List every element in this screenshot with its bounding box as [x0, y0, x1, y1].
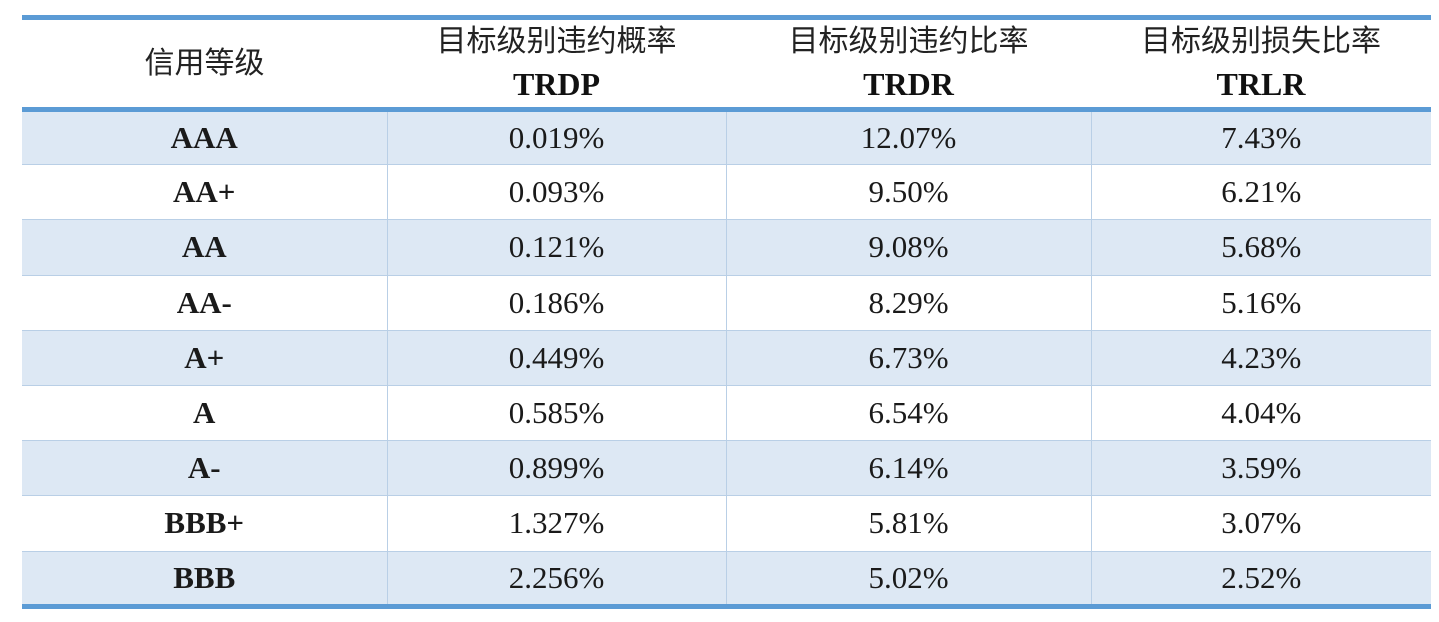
cell-trlr: 4.04%: [1090, 385, 1431, 442]
cell-trlr: 5.68%: [1090, 219, 1431, 276]
cell-trlr: 6.21%: [1090, 164, 1431, 221]
header-trlr: 目标级别损失比率 TRLR: [1091, 15, 1431, 112]
cell-grade: A-: [22, 440, 387, 497]
header-trdr-cn: 目标级别违约比率: [788, 23, 1029, 59]
cell-trdr: 6.73%: [725, 330, 1091, 386]
cell-grade: AA+: [22, 164, 387, 221]
table-body: AAA 0.019% 12.07% 7.43% AA+ 0.093% 9.50%…: [22, 109, 1431, 609]
header-trdr: 目标级别违约比率 TRDR: [726, 15, 1091, 112]
cell-trlr: 3.59%: [1090, 440, 1431, 497]
cell-trlr: 7.43%: [1090, 109, 1431, 166]
rating-table-container: 信用等级 目标级别违约概率 TRDP 目标级别违约比率 TRDR 目标级别损失比…: [22, 15, 1431, 609]
header-credit-grade: 信用等级: [22, 15, 387, 112]
header-trlr-en: TRLR: [1216, 66, 1306, 103]
cell-trdr: 12.07%: [725, 109, 1091, 166]
cell-grade: BBB: [22, 551, 387, 609]
table-row: BBB+ 1.327% 5.81% 3.07%: [22, 495, 1431, 552]
cell-grade: A: [22, 385, 387, 442]
table-row: AA 0.121% 9.08% 5.68%: [22, 219, 1431, 276]
header-trdr-en: TRDR: [863, 66, 954, 103]
cell-trdp: 1.327%: [386, 495, 726, 552]
cell-trlr: 3.07%: [1090, 495, 1431, 552]
cell-grade: A+: [22, 330, 387, 386]
cell-trdp: 0.093%: [386, 164, 726, 221]
cell-trdp: 0.585%: [386, 385, 726, 442]
cell-trdr: 6.14%: [725, 440, 1091, 497]
table-row: A- 0.899% 6.14% 3.59%: [22, 440, 1431, 497]
cell-trlr: 2.52%: [1090, 551, 1431, 609]
header-trdp: 目标级别违约概率 TRDP: [387, 15, 726, 112]
table-row: AA+ 0.093% 9.50% 6.21%: [22, 164, 1431, 221]
table-row: BBB 2.256% 5.02% 2.52%: [22, 551, 1431, 609]
cell-trdr: 8.29%: [725, 275, 1091, 331]
cell-trdr: 5.02%: [725, 551, 1091, 609]
cell-trdr: 6.54%: [725, 385, 1091, 442]
table-row: AAA 0.019% 12.07% 7.43%: [22, 109, 1431, 166]
cell-trdp: 2.256%: [386, 551, 726, 609]
cell-trdr: 9.08%: [725, 219, 1091, 276]
cell-trdp: 0.019%: [386, 109, 726, 166]
cell-grade: BBB+: [22, 495, 387, 552]
table-row: A 0.585% 6.54% 4.04%: [22, 385, 1431, 442]
table-row: AA- 0.186% 8.29% 5.16%: [22, 275, 1431, 331]
cell-trlr: 5.16%: [1090, 275, 1431, 331]
cell-trdp: 0.121%: [386, 219, 726, 276]
header-trdp-cn: 目标级别违约概率: [436, 23, 677, 59]
cell-trdp: 0.449%: [386, 330, 726, 386]
header-credit-grade-label: 信用等级: [144, 45, 265, 81]
cell-grade: AA: [22, 219, 387, 276]
header-row: 信用等级 目标级别违约概率 TRDP 目标级别违约比率 TRDR 目标级别损失比…: [22, 15, 1431, 112]
cell-trdr: 5.81%: [725, 495, 1091, 552]
header-trdp-en: TRDP: [512, 66, 601, 103]
credit-rating-table: 信用等级 目标级别违约概率 TRDP 目标级别违约比率 TRDR 目标级别损失比…: [22, 15, 1431, 609]
cell-grade: AAA: [22, 109, 387, 166]
cell-trdp: 0.186%: [386, 275, 726, 331]
table-row: A+ 0.449% 6.73% 4.23%: [22, 330, 1431, 386]
cell-trdp: 0.899%: [386, 440, 726, 497]
header-trlr-cn: 目标级别损失比率: [1141, 23, 1381, 59]
cell-trdr: 9.50%: [725, 164, 1091, 221]
cell-trlr: 4.23%: [1090, 330, 1431, 386]
table-header: 信用等级 目标级别违约概率 TRDP 目标级别违约比率 TRDR 目标级别损失比…: [22, 15, 1431, 112]
cell-grade: AA-: [22, 275, 387, 331]
